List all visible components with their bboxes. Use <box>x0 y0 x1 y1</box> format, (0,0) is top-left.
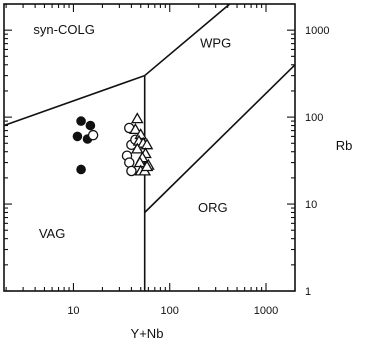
open-circle-point <box>124 157 135 168</box>
open-triangle-point <box>129 122 142 135</box>
x-tick-label: 10 <box>67 305 79 317</box>
filled-circle-point <box>85 120 96 131</box>
field-labels: syn-COLG WPG VAG ORG <box>33 22 231 241</box>
x-tick-label: 1000 <box>254 305 278 317</box>
y-tick-label: 10 <box>305 199 317 211</box>
open-triangle-point <box>130 112 144 124</box>
y-tick-label: 1 <box>305 286 311 298</box>
y-axis-label: Rb <box>336 138 353 153</box>
plot-frame <box>3 3 296 292</box>
y-tick-label: 100 <box>305 112 323 124</box>
field-boundary <box>144 64 296 214</box>
field-label: ORG <box>198 200 228 215</box>
field-label: syn-COLG <box>33 22 94 37</box>
x-axis-label: Y+Nb <box>131 326 164 341</box>
tick-labels: 10 100 1000 1 10 100 1000 <box>67 25 329 317</box>
y-tick-label: 1000 <box>305 25 329 37</box>
open-circle-point <box>87 129 99 141</box>
open-triangle-point <box>140 160 154 172</box>
field-label: VAG <box>39 226 66 241</box>
field-label: WPG <box>200 36 231 51</box>
open-triangle-point <box>130 142 144 154</box>
x-tick-label: 100 <box>161 305 179 317</box>
open-triangle-point <box>140 138 154 150</box>
filled-circle-point <box>76 116 86 126</box>
field-boundaries <box>3 3 296 291</box>
open-circle-point <box>126 165 137 177</box>
filled-circle-point <box>72 131 83 142</box>
data-points <box>72 112 155 177</box>
filled-circle-point <box>76 164 86 175</box>
